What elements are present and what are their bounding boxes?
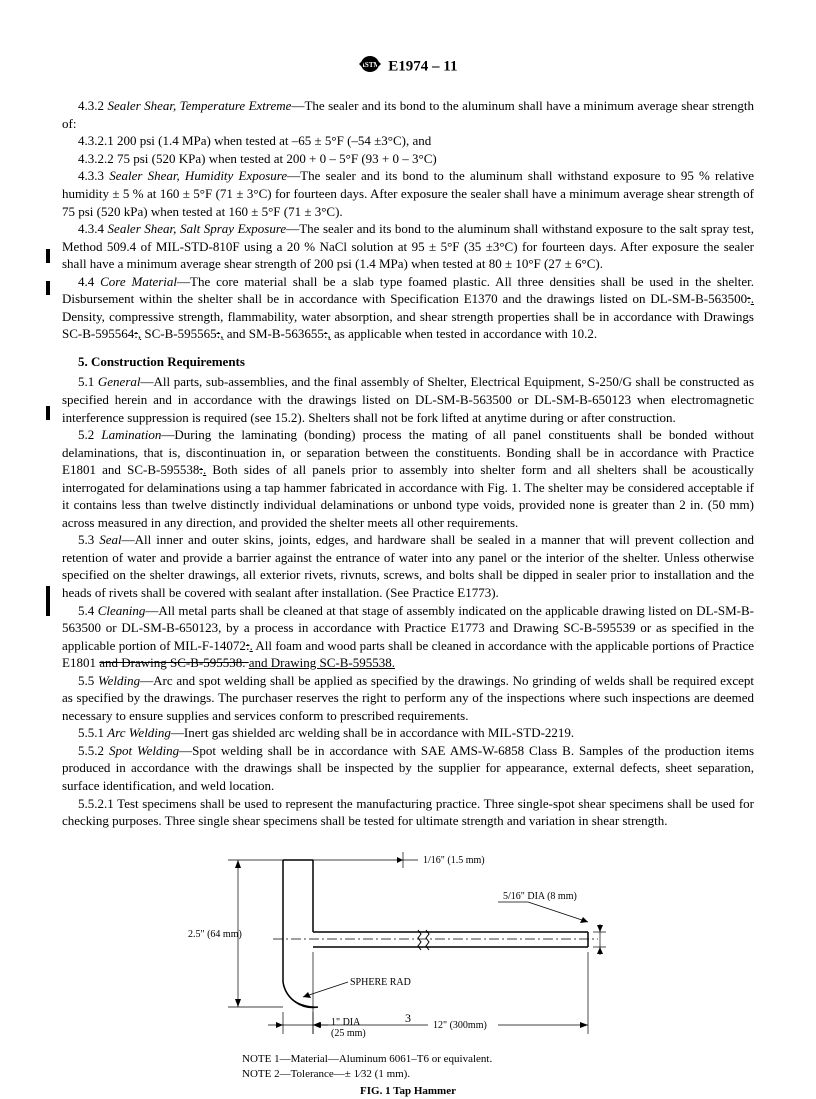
para-4.3.2.1: 4.3.2.1 200 psi (1.4 MPa) when tested at… [62, 132, 754, 150]
figure-caption: FIG. 1 Tap Hammer [62, 1084, 754, 1099]
change-bar [46, 406, 50, 420]
para-5.5: 5.5 Welding—Arc and spot welding shall b… [62, 672, 754, 725]
para-5.2: 5.2 Lamination—During the laminating (bo… [62, 426, 754, 531]
change-bar [46, 586, 50, 616]
change-bar [46, 281, 50, 295]
para-5.1: 5.1 General—All parts, sub-assemblies, a… [62, 373, 754, 426]
figure-1: 1/16" (1.5 mm) 5/16" DIA (8 mm) 2.5" (64… [62, 842, 754, 1099]
para-4.3.4: 4.3.4 Sealer Shear, Salt Spray Exposure—… [62, 220, 754, 273]
dim-head-line2: (25 mm) [331, 1028, 366, 1039]
change-bar [46, 249, 50, 263]
para-5.5.2: 5.5.2 Spot Welding—Spot welding shall be… [62, 742, 754, 795]
para-5.4: 5.4 Cleaning—All metal parts shall be cl… [62, 602, 754, 672]
para-5.5.1: 5.5.1 Arc Welding—Inert gas shielded arc… [62, 724, 754, 742]
para-4.4: 4.4 Core Material—The core material shal… [62, 273, 754, 343]
document-header: ASTM E1974 – 11 [62, 55, 754, 79]
para-5.3: 5.3 Seal—All inner and outer skins, join… [62, 531, 754, 601]
para-4.3.3: 4.3.3 Sealer Shear, Humidity Exposure—Th… [62, 167, 754, 220]
dim-height: 2.5" (64 mm) [188, 929, 242, 940]
dim-top: 1/16" (1.5 mm) [423, 855, 485, 866]
heading-5: 5. Construction Requirements [62, 353, 754, 371]
para-5.5.2.1: 5.5.2.1 Test specimens shall be used to … [62, 795, 754, 830]
sphere-rad-label: SPHERE RAD [350, 977, 411, 988]
dim-shaft: 5/16" DIA (8 mm) [503, 891, 577, 902]
para-4.3.2: 4.3.2 Sealer Shear, Temperature Extreme—… [62, 97, 754, 132]
page-number: 3 [0, 1010, 816, 1026]
designation: E1974 – 11 [388, 59, 457, 75]
para-4.3.2.2: 4.3.2.2 75 psi (520 KPa) when tested at … [62, 150, 754, 168]
astm-logo-icon: ASTM [359, 55, 381, 79]
figure-notes: NOTE 1—Material—Aluminum 6061–T6 or equi… [242, 1052, 754, 1082]
